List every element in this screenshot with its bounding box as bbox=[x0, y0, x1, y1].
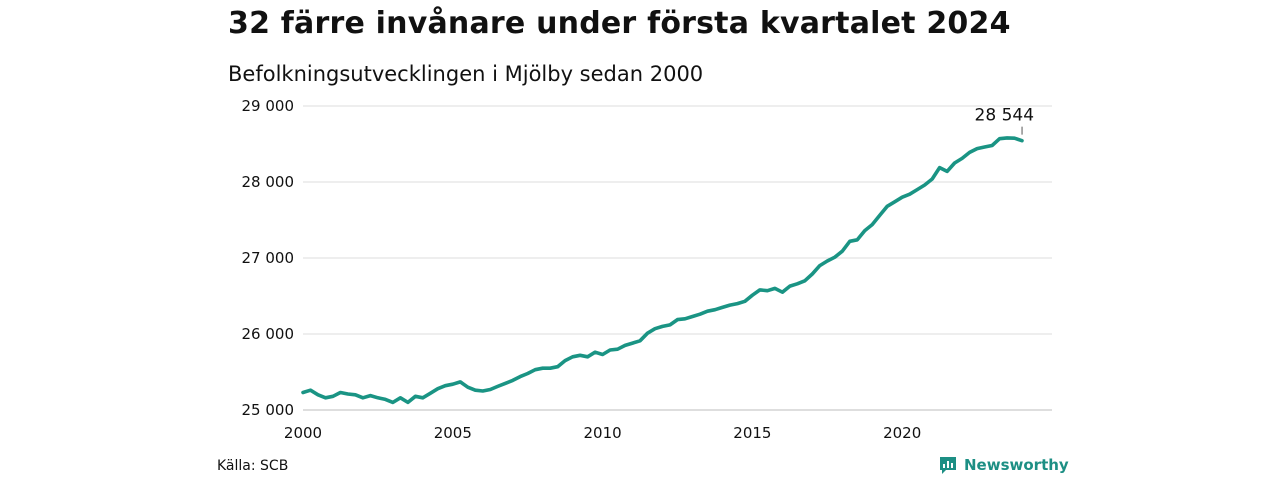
y-tick-label: 28 000 bbox=[242, 173, 295, 191]
series-layer bbox=[301, 136, 1024, 405]
source-note: Källa: SCB bbox=[217, 458, 289, 474]
chart-subtitle: Befolkningsutvecklingen i Mjölby sedan 2… bbox=[228, 62, 704, 86]
x-tick-label: 2020 bbox=[883, 424, 921, 442]
brand-logo: Newsworthy bbox=[938, 455, 1069, 475]
x-tick-label: 2000 bbox=[284, 424, 322, 442]
y-tick-label: 29 000 bbox=[242, 97, 295, 115]
gridlines bbox=[303, 105, 1052, 411]
annotation-layer: 28 544 bbox=[975, 106, 1034, 135]
x-tick-label: 2015 bbox=[733, 424, 771, 442]
y-tick-label: 26 000 bbox=[242, 325, 295, 343]
chart-title: 32 färre invånare under första kvartalet… bbox=[228, 6, 1011, 41]
series-line bbox=[301, 136, 1024, 405]
newsworthy-logo-icon bbox=[940, 457, 956, 474]
y-tick-label: 27 000 bbox=[242, 249, 295, 267]
brand-name: Newsworthy bbox=[964, 456, 1069, 474]
annotation-label: 28 544 bbox=[975, 106, 1034, 126]
y-tick-label: 25 000 bbox=[242, 401, 295, 419]
x-tick-label: 2010 bbox=[584, 424, 622, 442]
axis-labels: 25 000 26 000 27 000 28 000 29 000 2000 2005 20… bbox=[242, 97, 922, 442]
x-tick-label: 2005 bbox=[434, 424, 472, 442]
